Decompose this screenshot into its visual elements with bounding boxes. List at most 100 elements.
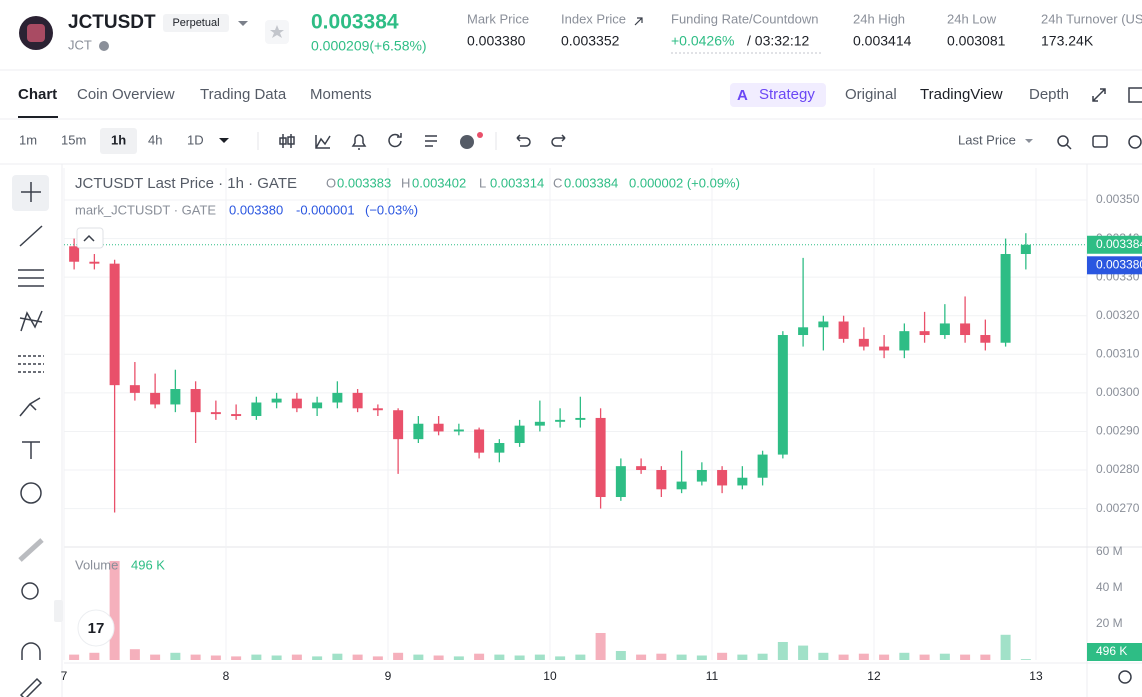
- candle-body: [818, 321, 829, 328]
- tab[interactable]: Trading Data: [200, 86, 287, 103]
- replay-icon[interactable]: [388, 133, 402, 148]
- cross-tool[interactable]: [21, 182, 41, 202]
- search-handle: [1066, 144, 1072, 150]
- candle-body: [109, 263, 120, 386]
- view-tab[interactable]: Depth: [1029, 86, 1069, 103]
- candle-icon[interactable]: [279, 134, 295, 148]
- candle-body: [939, 323, 950, 336]
- gear-icon[interactable]: [1128, 135, 1142, 149]
- badge-bg: [163, 14, 229, 32]
- stat-value: +0.0426%: [671, 33, 734, 49]
- volume-bar: [717, 652, 728, 660]
- tv-logo[interactable]: [77, 609, 115, 647]
- dot: [477, 132, 483, 138]
- source-caret[interactable]: [1025, 139, 1033, 143]
- volume-bar: [271, 655, 282, 660]
- candle-body: [676, 481, 687, 490]
- candle-body: [494, 443, 505, 453]
- candle-body: [919, 331, 930, 336]
- symbol[interactable]: JCTUSDT: [68, 12, 156, 33]
- emoji-tool[interactable]: [20, 482, 42, 504]
- collapse-tools[interactable]: [54, 600, 63, 622]
- volume-bar: [555, 656, 566, 660]
- brush-tool[interactable]: [19, 397, 41, 417]
- camera-icon[interactable]: [1092, 135, 1108, 148]
- redo-icon[interactable]: [551, 134, 566, 147]
- mark-title: mark_JCTUSDT · GATE: [75, 202, 216, 217]
- volume-bar: [798, 645, 809, 660]
- candle-body: [231, 414, 242, 417]
- ohlc-value: 0.003383: [337, 175, 391, 190]
- price-source[interactable]: Last Price: [958, 132, 1016, 147]
- volume-bar: [960, 654, 971, 660]
- text-tool[interactable]: [22, 441, 40, 459]
- x-tick-label: 13: [1029, 669, 1043, 683]
- pattern-tool[interactable]: [19, 310, 43, 332]
- magnet-tool[interactable]: [21, 642, 41, 660]
- view-tab[interactable]: TradingView: [920, 86, 1003, 103]
- volume-bar: [352, 654, 363, 660]
- draw-tools[interactable]: [18, 182, 44, 697]
- volume-bar: [818, 652, 829, 660]
- volume-title: Volume: [75, 557, 118, 572]
- candle-body: [393, 410, 404, 440]
- ruler-tool[interactable]: [18, 538, 44, 562]
- candle-body: [129, 385, 140, 393]
- volume-bar: [474, 653, 485, 660]
- volume-bar: [514, 655, 525, 660]
- y-tick-label: 0.00280: [1096, 462, 1140, 476]
- interval[interactable]: 1h: [111, 132, 126, 147]
- price-badge-label: 0.003384: [1096, 237, 1142, 251]
- volume-bar: [939, 653, 950, 660]
- volume-bar: [879, 654, 890, 660]
- interval[interactable]: 1D: [187, 132, 204, 147]
- volume-bar: [595, 632, 606, 660]
- volume-tick-label: 20 M: [1096, 616, 1123, 630]
- interval-caret[interactable]: [219, 138, 229, 143]
- mark-change: -0.000001: [296, 202, 355, 217]
- volume-bar: [69, 654, 80, 660]
- line-tool[interactable]: [19, 225, 43, 247]
- volume-bar: [433, 655, 444, 660]
- tab[interactable]: Chart: [18, 86, 57, 103]
- tool-icons[interactable]: [279, 132, 1142, 150]
- candle-body: [332, 392, 343, 403]
- tab[interactable]: Coin Overview: [77, 86, 175, 103]
- fib-tool[interactable]: [18, 269, 44, 287]
- volume-bar: [129, 649, 140, 660]
- expand-icon[interactable]: [1092, 88, 1106, 102]
- interval[interactable]: 15m: [61, 132, 86, 147]
- layout-icon[interactable]: [1128, 87, 1142, 103]
- symbol-caret[interactable]: [238, 21, 248, 26]
- view-tab[interactable]: Strategy: [759, 86, 815, 103]
- x-tick-label: 8: [223, 669, 230, 683]
- projection-tool[interactable]: [18, 355, 44, 373]
- alert-icon[interactable]: [351, 134, 367, 150]
- candle-body: [656, 470, 667, 490]
- volume-bar: [393, 652, 404, 660]
- x-tick-label: 10: [543, 669, 557, 683]
- candle-body: [696, 470, 707, 482]
- pencil-tool[interactable]: [19, 677, 43, 697]
- tab[interactable]: Moments: [310, 86, 372, 103]
- candle-body: [312, 402, 323, 409]
- view-tab[interactable]: Original: [845, 86, 897, 103]
- candle-body: [737, 477, 748, 486]
- info-icon[interactable]: [99, 41, 109, 51]
- axis-settings[interactable]: [1118, 670, 1132, 684]
- price-badge-label: 0.003380: [1096, 257, 1142, 271]
- indicator-icon[interactable]: [315, 135, 331, 149]
- interval[interactable]: 4h: [148, 132, 162, 147]
- link-arrow[interactable]: [634, 17, 643, 26]
- search-icon[interactable]: [1057, 135, 1069, 147]
- plus-icon[interactable]: [460, 135, 474, 149]
- stat-label: Mark Price: [467, 11, 529, 26]
- zoom-tool[interactable]: [21, 582, 39, 600]
- volume-bar: [332, 653, 343, 660]
- template-icon[interactable]: [425, 135, 437, 147]
- volume-bar: [899, 652, 910, 660]
- undo-icon[interactable]: [516, 134, 531, 147]
- interval[interactable]: 1m: [19, 132, 37, 147]
- strategy-pill[interactable]: [730, 83, 826, 107]
- candle-body: [798, 327, 809, 336]
